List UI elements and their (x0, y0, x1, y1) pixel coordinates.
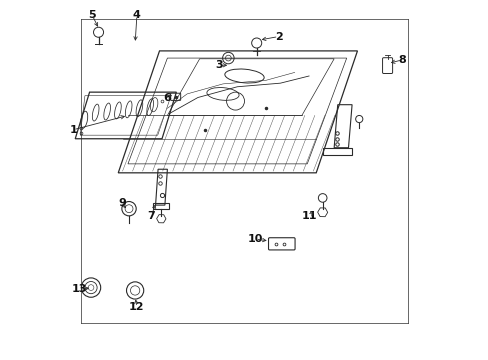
Text: 11: 11 (301, 211, 316, 221)
Text: 13: 13 (72, 284, 87, 294)
Text: 9: 9 (118, 198, 125, 208)
Text: 8: 8 (398, 55, 406, 65)
Text: 5: 5 (88, 10, 96, 20)
Text: 6: 6 (163, 93, 171, 103)
Text: 1: 1 (69, 125, 77, 135)
Text: 3: 3 (215, 60, 223, 70)
Text: 2: 2 (274, 32, 282, 41)
Text: 7: 7 (147, 211, 155, 221)
Text: 4: 4 (133, 10, 141, 20)
Text: 10: 10 (247, 234, 263, 244)
Text: 12: 12 (129, 302, 144, 312)
